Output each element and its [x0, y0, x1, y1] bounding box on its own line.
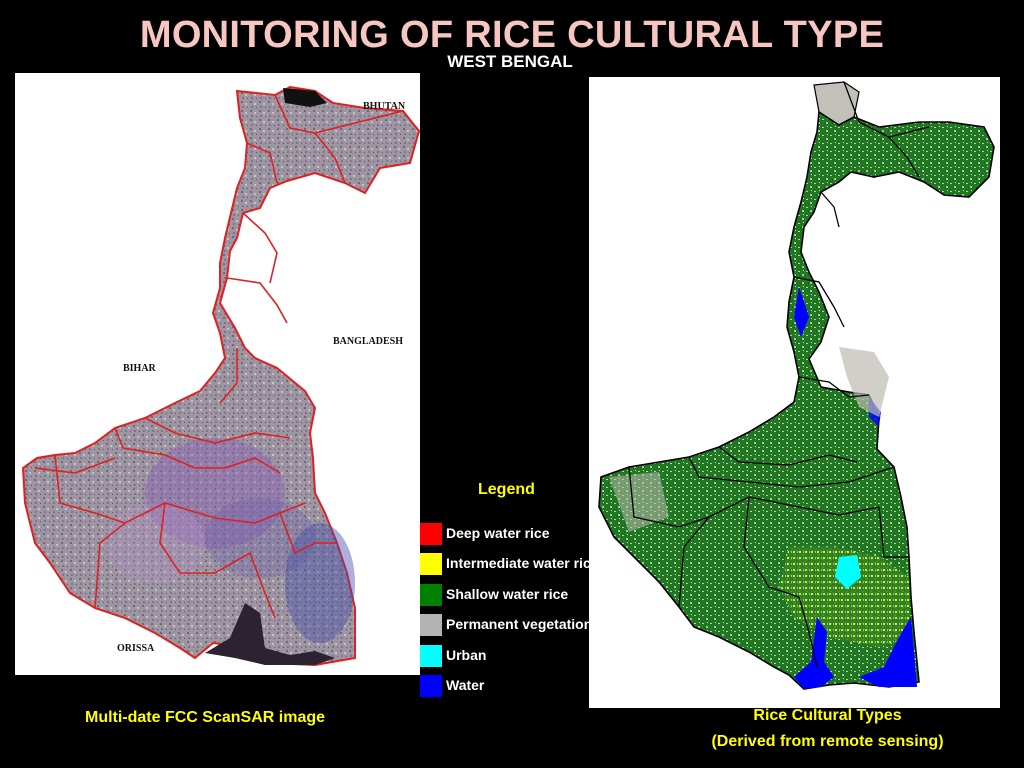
legend-swatch — [420, 584, 442, 606]
fcc-map-graphic — [21, 85, 420, 667]
legend-label: Deep water rice — [446, 525, 550, 541]
label-bangladesh: BANGLADESH — [333, 336, 404, 347]
fcc-scansar-map: BHUTAN BANGLADESH BIHAR ORISSA — [15, 73, 420, 675]
legend-label: Urban — [446, 647, 487, 663]
rice-state-outline — [598, 110, 995, 690]
legend-swatch — [420, 614, 442, 636]
legend-label: Permanent vegetation — [446, 616, 593, 632]
right-map-caption-line1: Rice Cultural Types — [753, 707, 902, 724]
page-title: MONITORING OF RICE CULTURAL TYPE — [139, 14, 885, 56]
legend-swatch — [420, 645, 442, 667]
label-bihar: BIHAR — [123, 363, 156, 374]
west-bengal-outline — [21, 85, 420, 667]
label-bhutan: BHUTAN — [363, 101, 406, 112]
rice-cultural-types-map — [589, 77, 1000, 708]
legend-swatch — [420, 523, 442, 545]
legend-label: Shallow water rice — [446, 586, 569, 602]
legend-swatch — [420, 675, 442, 697]
left-map-caption: Multi-date FCC ScanSAR image — [84, 709, 326, 726]
legend-swatch — [420, 553, 442, 575]
legend-label: Intermediate water rice — [446, 555, 599, 571]
legend-title: Legend — [478, 481, 535, 498]
right-map-caption-line2: (Derived from remote sensing) — [711, 733, 944, 750]
label-orissa: ORISSA — [117, 643, 155, 654]
right-map-edge — [589, 520, 594, 708]
legend-label: Water — [446, 677, 485, 693]
page-subtitle: WEST BENGAL — [447, 52, 573, 71]
district-borders — [34, 94, 404, 619]
rice-district-borders — [628, 81, 930, 668]
rice-map-graphic — [598, 81, 995, 690]
